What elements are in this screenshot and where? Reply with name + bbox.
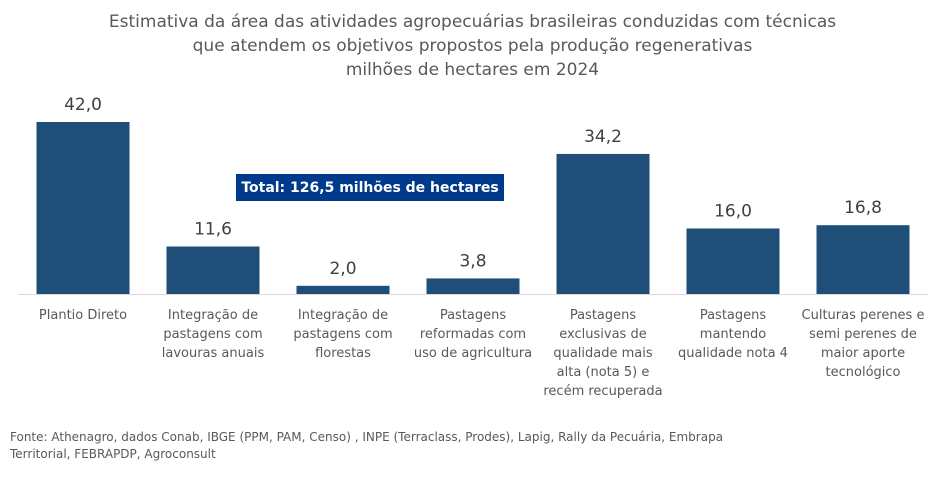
- bar-4: [556, 153, 650, 294]
- bar-chart: 42,0 Plantio Direto 11,6 Integração de pasta…: [18, 95, 928, 399]
- source-note: Fonte: Athenagro, dados Conab, IBGE (PPM…: [10, 429, 770, 463]
- value-label-1: 11,6: [194, 219, 232, 239]
- total-annotation: Total: 126,5 milhões de hectares: [236, 174, 504, 201]
- source-line-2: Territorial, FEBRAPDP, Agroconsult: [10, 447, 216, 461]
- value-label-6: 16,8: [844, 198, 882, 218]
- category-label-1: Integração de pastagens com lavouras anuai…: [162, 308, 265, 361]
- value-label-3: 3,8: [459, 251, 486, 271]
- source-line-1: Fonte: Athenagro, dados Conab, IBGE (PPM…: [10, 430, 724, 444]
- category-label-5: Pastagens mantendo qualidade nota 4: [678, 308, 788, 361]
- chart-title-line-3: milhões de hectares em 2024: [345, 60, 600, 80]
- bar-2: [296, 285, 390, 294]
- bar-6: [816, 225, 910, 294]
- bar-3: [426, 278, 520, 294]
- chart-title-line-1: Estimativa da área das atividades agrope…: [108, 12, 837, 32]
- category-label-4: Pastagens exclusivas de qualidade mais alta…: [543, 308, 662, 399]
- value-label-4: 34,2: [584, 127, 622, 147]
- value-label-2: 2,0: [329, 259, 356, 279]
- chart-title-line-2: que atendem os objetivos propostos pela …: [192, 36, 753, 56]
- value-label-5: 16,0: [714, 201, 752, 221]
- category-label-2: Integração de pastagens com florestas: [293, 308, 392, 361]
- category-label-3: Pastagens reformadas com uso de agricultur…: [414, 308, 532, 361]
- bar-1: [166, 246, 260, 294]
- category-label-0: Plantio Direto: [39, 308, 127, 323]
- bar-5: [686, 228, 780, 294]
- chart-title: Estimativa da área das atividades agrope…: [0, 10, 945, 82]
- value-label-0: 42,0: [64, 95, 102, 115]
- bar-0: [36, 122, 130, 294]
- category-label-6: Culturas perenes e semi perenes de maior a…: [802, 308, 925, 380]
